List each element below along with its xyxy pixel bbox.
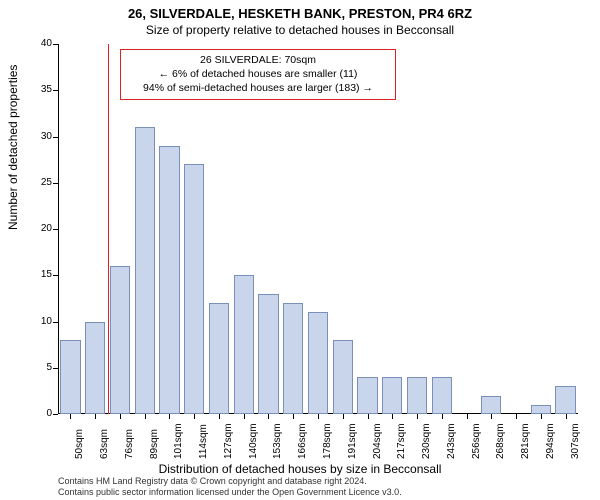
- y-tick-label: 30: [28, 131, 52, 142]
- y-tick-label: 10: [28, 316, 52, 327]
- x-tick-label: 307sqm: [570, 423, 581, 459]
- x-tick-label: 256sqm: [471, 423, 482, 459]
- x-tick-label: 89sqm: [149, 429, 160, 459]
- x-axis-label: Distribution of detached houses by size …: [0, 462, 600, 476]
- chart-area: 051015202530354050sqm63sqm76sqm89sqm101s…: [58, 44, 578, 414]
- x-tick-label: 294sqm: [545, 423, 556, 459]
- plot-region: 051015202530354050sqm63sqm76sqm89sqm101s…: [58, 44, 578, 414]
- x-tick-label: 268sqm: [495, 423, 506, 459]
- x-tick-label: 63sqm: [99, 429, 110, 459]
- x-tick-label: 191sqm: [347, 423, 358, 459]
- bar: [407, 377, 427, 414]
- x-tick-label: 76sqm: [124, 429, 135, 459]
- bar: [481, 396, 501, 415]
- x-tick-label: 153sqm: [272, 423, 283, 459]
- bar: [135, 127, 155, 414]
- x-tick-label: 127sqm: [223, 423, 234, 459]
- x-tick-label: 217sqm: [396, 423, 407, 459]
- x-tick-label: 204sqm: [372, 423, 383, 459]
- y-tick-label: 5: [28, 362, 52, 373]
- bar: [333, 340, 353, 414]
- annotation-line: ← 6% of detached houses are smaller (11): [127, 67, 389, 81]
- annotation-box: 26 SILVERDALE: 70sqm← 6% of detached hou…: [120, 49, 396, 100]
- bar: [184, 164, 204, 414]
- bar: [110, 266, 130, 414]
- x-tick-label: 243sqm: [446, 423, 457, 459]
- bar: [357, 377, 377, 414]
- x-tick-label: 114sqm: [198, 424, 209, 459]
- bar: [234, 275, 254, 414]
- y-tick-label: 15: [28, 269, 52, 280]
- bar: [531, 405, 551, 414]
- y-tick-label: 0: [28, 408, 52, 419]
- x-tick-label: 281sqm: [520, 423, 531, 459]
- x-tick-label: 50sqm: [74, 429, 85, 459]
- bar: [258, 294, 278, 414]
- annotation-line: 26 SILVERDALE: 70sqm: [127, 53, 389, 67]
- bar: [308, 312, 328, 414]
- chart-container: 26, SILVERDALE, HESKETH BANK, PRESTON, P…: [0, 0, 600, 500]
- footer-line-2: Contains public sector information licen…: [58, 487, 402, 498]
- x-tick-label: 140sqm: [248, 423, 259, 459]
- bar: [283, 303, 303, 414]
- bar: [159, 146, 179, 414]
- title-sub: Size of property relative to detached ho…: [0, 21, 600, 37]
- y-tick-label: 35: [28, 84, 52, 95]
- bar: [209, 303, 229, 414]
- bar: [85, 322, 105, 415]
- x-tick-label: 230sqm: [421, 423, 432, 459]
- bar: [432, 377, 452, 414]
- y-axis-label: Number of detached properties: [6, 65, 20, 230]
- x-tick-label: 178sqm: [322, 423, 333, 459]
- x-tick-label: 166sqm: [297, 423, 308, 459]
- bar: [555, 386, 575, 414]
- y-tick-label: 20: [28, 223, 52, 234]
- y-tick-label: 40: [28, 38, 52, 49]
- x-tick-label: 101sqm: [173, 423, 184, 459]
- annotation-line: 94% of semi-detached houses are larger (…: [127, 81, 389, 95]
- y-tick-label: 25: [28, 177, 52, 188]
- bar: [60, 340, 80, 414]
- reference-line: [108, 44, 109, 414]
- title-main: 26, SILVERDALE, HESKETH BANK, PRESTON, P…: [0, 0, 600, 21]
- bar: [382, 377, 402, 414]
- footer: Contains HM Land Registry data © Crown c…: [58, 476, 402, 498]
- footer-line-1: Contains HM Land Registry data © Crown c…: [58, 476, 402, 487]
